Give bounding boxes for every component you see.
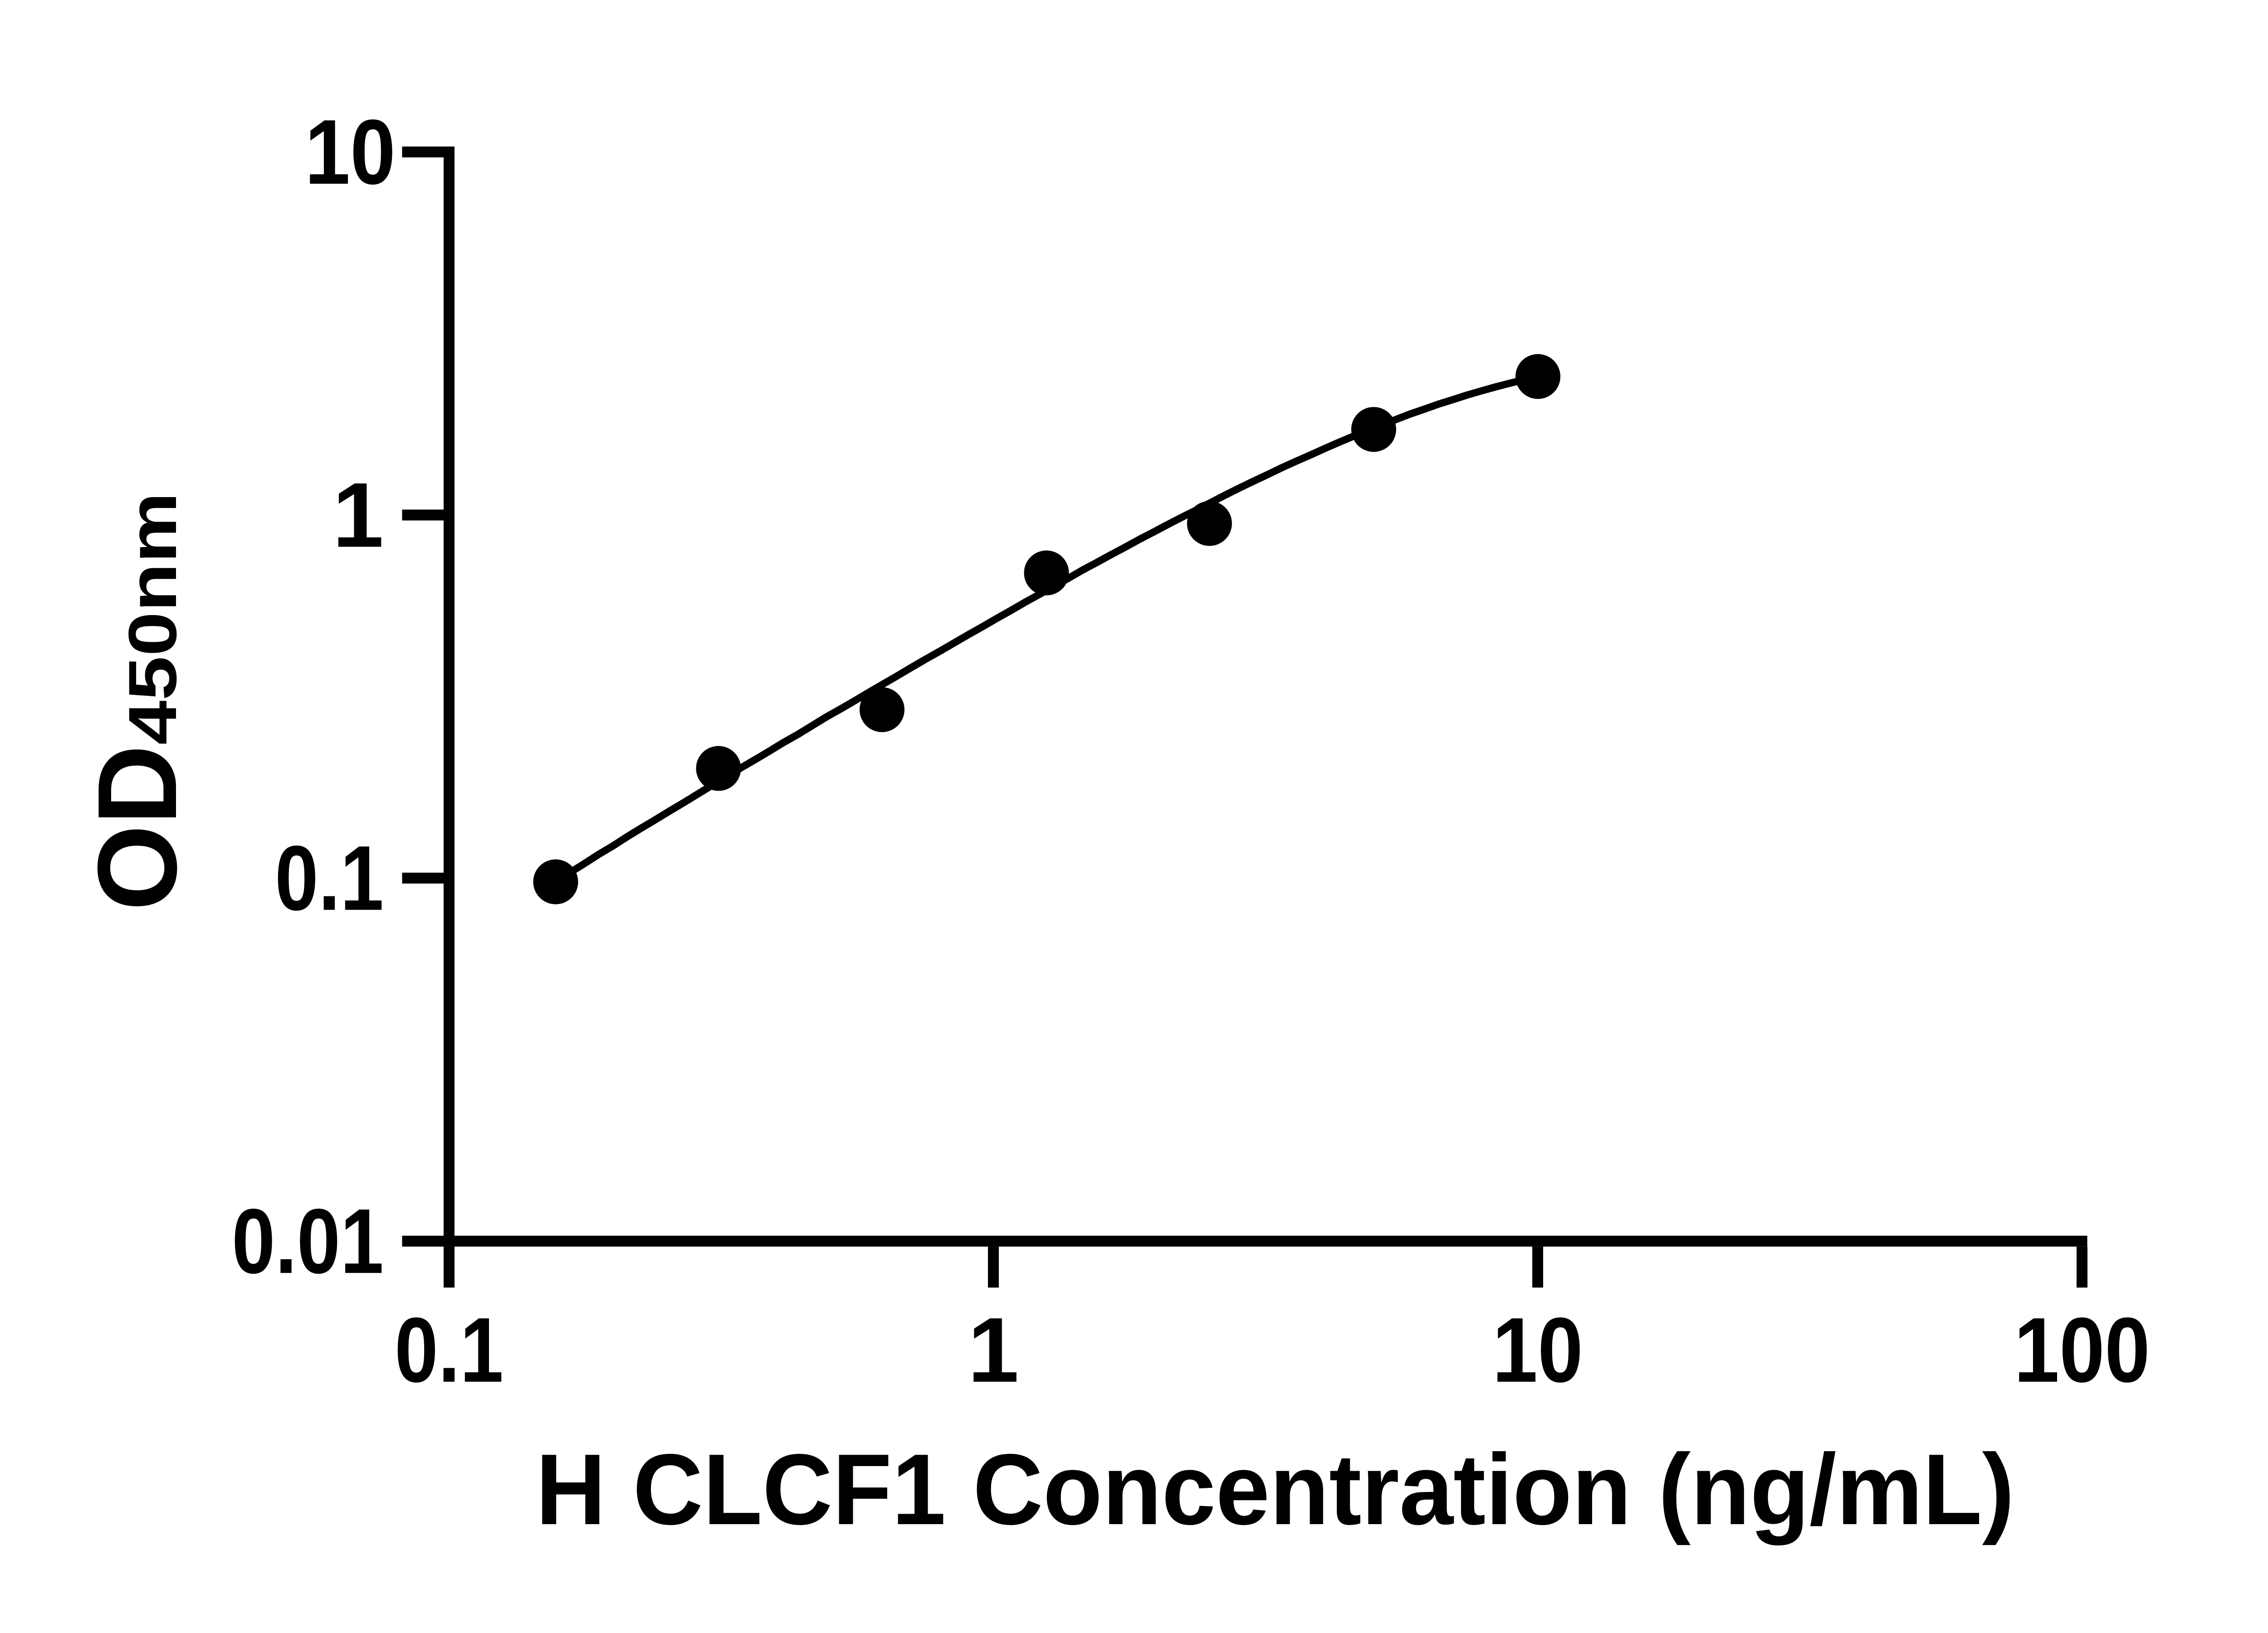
svg-text:10: 10 [305,101,396,204]
svg-text:10: 10 [1492,1299,1583,1402]
svg-text:H CLCF1 Concentration (ng/mL): H CLCF1 Concentration (ng/mL) [536,1433,2014,1546]
svg-text:0.1: 0.1 [275,827,384,930]
svg-text:1: 1 [968,1299,1019,1402]
svg-text:0.1: 0.1 [395,1299,503,1402]
svg-text:100: 100 [2014,1299,2150,1402]
svg-text:0.01: 0.01 [232,1190,384,1293]
svg-text:1: 1 [332,464,384,567]
svg-text:OD450nm: OD450nm [74,492,200,911]
